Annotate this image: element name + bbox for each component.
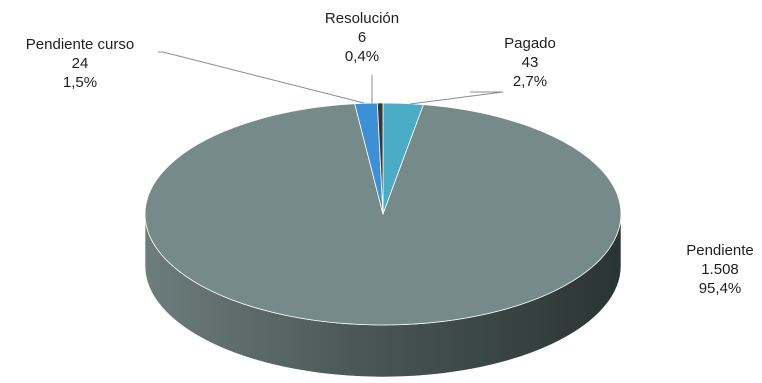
slice-label-value: 6 [358,29,366,46]
slice-label-percent: 1,5% [63,74,97,91]
leader-line [158,51,365,104]
slice-label-percent: 0,4% [345,48,379,65]
slice-label-value: 24 [72,55,89,72]
pie-slice-pendiente [144,103,622,326]
slice-label-value: 1.508 [701,261,739,278]
slice-label-name: Resolución [325,10,399,27]
leader-lines [158,51,504,105]
leader-line [409,91,504,105]
data-labels: Pagado 43 2,7% Pendiente 1.508 95,4% Pendiente… [26,10,754,297]
slice-label-name: Pendiente [686,242,754,259]
slice-label-value: 43 [522,54,539,71]
slice-label-name: Pendiente curso [26,36,134,53]
pie-slices [144,102,622,326]
slice-label-name: Pagado [504,35,556,52]
pie-slice-resolucion [376,102,384,215]
slice-label-percent: 2,7% [513,73,547,90]
slice-label-percent: 95,4% [699,280,742,297]
